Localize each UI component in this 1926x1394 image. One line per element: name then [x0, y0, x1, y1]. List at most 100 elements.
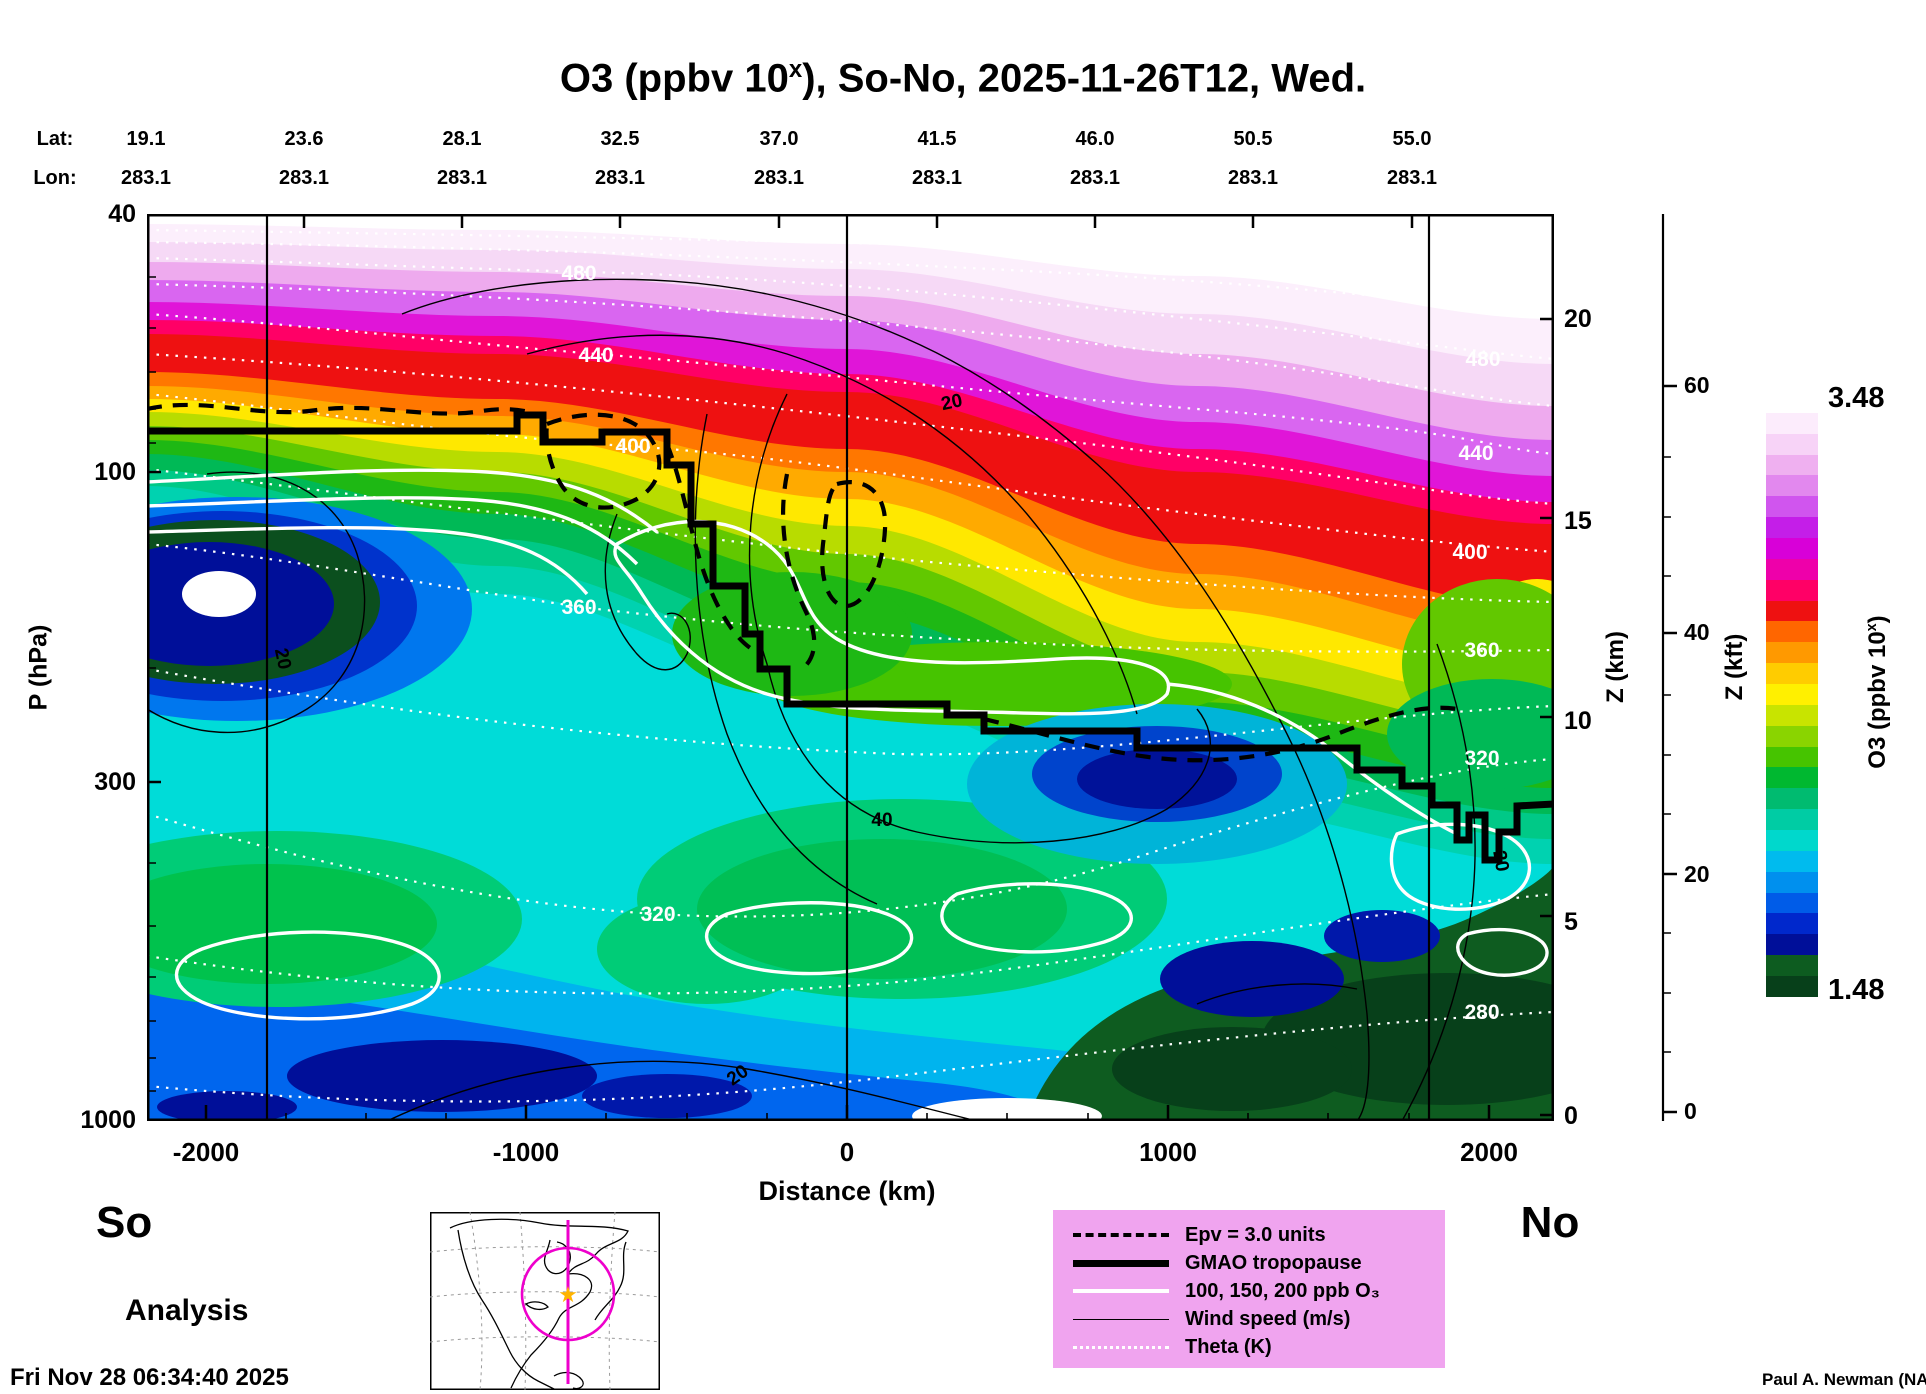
theta-label: 480 [561, 262, 596, 285]
o3-contour-line-sample-icon [1073, 1289, 1169, 1293]
legend-item-o3-contours: 100, 150, 200 ppb O₃ [1073, 1278, 1445, 1304]
lat-value: 28.1 [442, 128, 482, 150]
legend-item-tropopause: GMAO tropopause [1073, 1250, 1445, 1276]
axis-minor-ticks [147, 276, 1410, 1121]
legend: Epv = 3.0 units GMAO tropopause 100, 150… [1053, 1210, 1445, 1368]
pressure-tick: 100 [94, 458, 136, 486]
lat-value: 50.5 [1233, 128, 1273, 150]
lat-value: 32.5 [600, 128, 640, 150]
credit: Paul A. Newman (NASA [1762, 1370, 1926, 1389]
timestamp: Fri Nov 28 06:34:40 2025 [10, 1364, 289, 1391]
legend-label: 100, 150, 200 ppb O₃ [1185, 1279, 1380, 1302]
theta-label: 480 [1465, 348, 1500, 371]
wind-label: 20 [270, 646, 295, 671]
page-title: O3 (ppbv 10x), So-No, 2025-11-26T12, Wed… [0, 56, 1926, 101]
legend-item-theta: Theta (K) [1073, 1334, 1445, 1360]
theta-label: 520 [1471, 258, 1506, 281]
lat-value: 37.0 [759, 128, 799, 150]
theta-label: 320 [640, 903, 675, 926]
epv-contours [147, 402, 1458, 763]
theta-line-sample-icon [1073, 1345, 1169, 1349]
zkm-tick: 0 [1564, 1102, 1578, 1130]
distance-tick: -1000 [492, 1137, 560, 1167]
lat-value: 19.1 [126, 128, 166, 150]
colorbar-min: 1.48 [1828, 974, 1885, 1006]
main-plot: 480 440 400 360 320 520 480 440 400 360 … [147, 214, 1554, 1121]
lon-value: 283.1 [911, 167, 963, 189]
map-star-icon: ★ [558, 1282, 578, 1307]
north-endpoint-label: No [1520, 1198, 1580, 1247]
colorbar-title-superscript: x [1864, 623, 1880, 632]
theta-contour-labels: 480 440 400 360 320 520 480 440 400 360 … [561, 258, 1506, 1024]
theta-label: 360 [1464, 639, 1499, 662]
legend-item-epv: Epv = 3.0 units [1073, 1222, 1445, 1248]
legend-label: Epv = 3.0 units [1185, 1223, 1326, 1246]
zkm-tick: 15 [1564, 507, 1592, 535]
zkm-tick: 5 [1564, 908, 1578, 936]
lon-value: 283.1 [1227, 167, 1279, 189]
lon-value: 283.1 [1386, 167, 1438, 189]
section-lines [265, 214, 1431, 1121]
distance-axis-title: Distance (km) [758, 1176, 936, 1206]
zkft-tick: 60 [1684, 372, 1710, 398]
zkft-tick: 20 [1684, 861, 1710, 887]
wind-label: 40 [871, 810, 892, 831]
lon-value: 283.1 [594, 167, 646, 189]
lat-value: 46.0 [1075, 128, 1115, 150]
south-endpoint-label: So [96, 1198, 153, 1247]
zkm-tick: 10 [1564, 707, 1592, 735]
pressure-tick: 40 [108, 200, 136, 228]
zkft-tick: 40 [1684, 619, 1710, 645]
wind-line-sample-icon [1073, 1318, 1169, 1320]
axis-ticks [147, 214, 1554, 1121]
plot-frame [147, 214, 1554, 1121]
theta-label: 320 [1464, 747, 1499, 770]
theta-label: 440 [578, 344, 613, 367]
theta-label: 440 [1458, 442, 1493, 465]
colorbar-max: 3.48 [1828, 382, 1885, 414]
lon-value: 283.1 [278, 167, 330, 189]
pressure-axis-title: P (hPa) [24, 624, 53, 711]
tropopause-line-sample-icon [1073, 1259, 1169, 1267]
zkft-tick: 0 [1684, 1098, 1697, 1124]
zkm-tick: 20 [1564, 305, 1592, 333]
distance-tick: 2000 [1460, 1137, 1518, 1167]
colorbar-title-suffix: ) [1864, 615, 1891, 624]
distance-tick: -2000 [172, 1137, 240, 1167]
wind-contours [147, 278, 1476, 1121]
colorbar-title: O3 (ppbv 10x) [1864, 582, 1892, 802]
theta-label: 280 [1464, 1001, 1499, 1024]
title-superscript: x [788, 56, 803, 83]
plot-canvas: 480 440 400 360 320 520 480 440 400 360 … [147, 214, 1554, 1121]
tropopause-line [147, 411, 1554, 864]
lon-value: 283.1 [120, 167, 172, 189]
theta-label: 400 [1452, 541, 1487, 564]
lat-value: 55.0 [1392, 128, 1432, 150]
lat-axis-title: Lat: [36, 128, 74, 150]
map-transect-marker: ★ [520, 1220, 616, 1384]
colorbar-gradient [1766, 392, 1818, 997]
ozone-field [147, 214, 1554, 1121]
wind-label: 20 [939, 390, 964, 415]
analysis-label: Analysis [125, 1294, 249, 1327]
inset-map: ★ [429, 1211, 661, 1391]
lat-value: 23.6 [284, 128, 324, 150]
distance-tick: 1000 [1139, 1137, 1197, 1167]
lon-value: 283.1 [436, 167, 488, 189]
zkm-axis-title: Z (km) [1602, 631, 1629, 703]
wind-label: 20 [1488, 849, 1512, 873]
theta-contours [147, 228, 1554, 1103]
zkft-axis [1650, 214, 1710, 1121]
legend-label: GMAO tropopause [1185, 1251, 1362, 1274]
lon-value: 283.1 [753, 167, 805, 189]
colorbar-title-prefix: O3 (ppbv 10 [1864, 631, 1891, 769]
pressure-tick: 300 [94, 768, 136, 796]
legend-label: Theta (K) [1185, 1335, 1272, 1358]
epv-line-sample-icon [1073, 1233, 1169, 1237]
title-suffix: ), So-No, 2025-11-26T12, Wed. [802, 56, 1367, 101]
lon-axis-title: Lon: [33, 167, 77, 189]
lon-value: 283.1 [1069, 167, 1121, 189]
lat-value: 41.5 [917, 128, 957, 150]
legend-label: Wind speed (m/s) [1185, 1307, 1351, 1330]
